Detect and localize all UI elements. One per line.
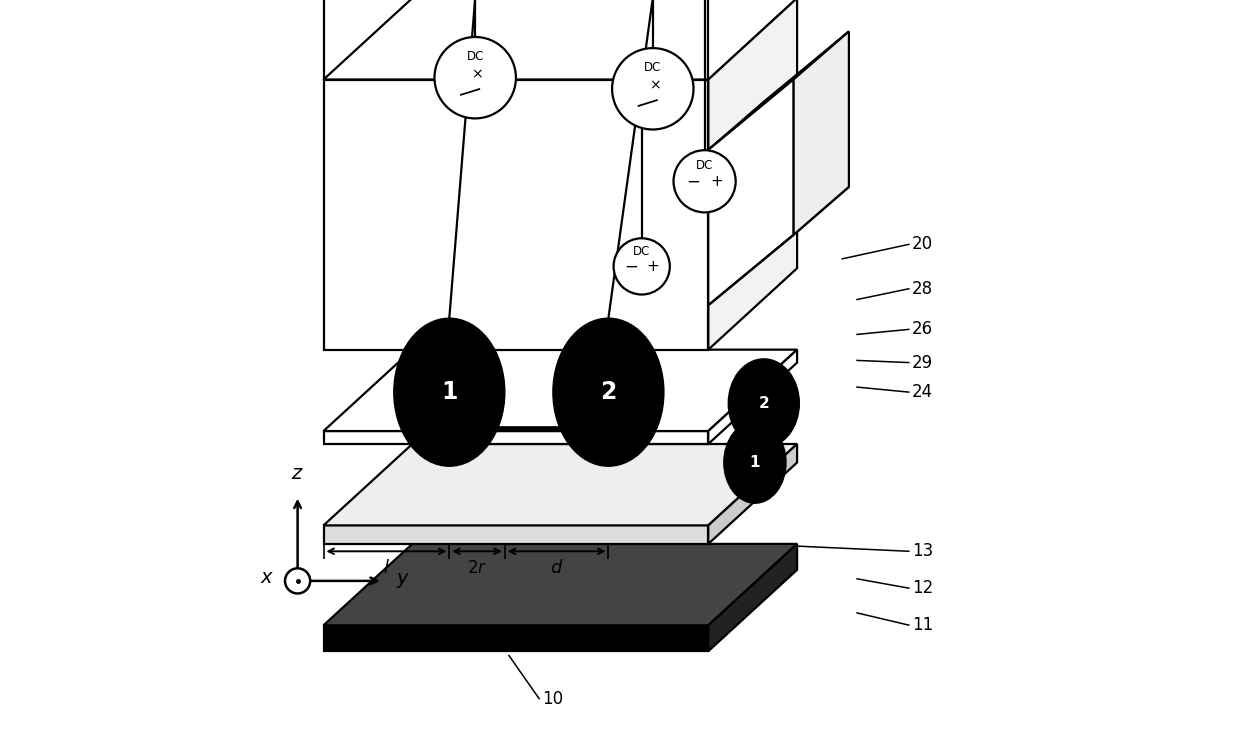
Polygon shape xyxy=(323,431,709,444)
Text: −: − xyxy=(624,258,638,275)
Circle shape xyxy=(285,568,310,593)
Text: DC: DC xyxy=(696,158,714,172)
Text: $z$: $z$ xyxy=(291,464,304,483)
Text: ×: × xyxy=(471,67,483,81)
Text: 20: 20 xyxy=(912,235,933,253)
Ellipse shape xyxy=(394,318,504,466)
Text: $y$: $y$ xyxy=(396,571,410,591)
Polygon shape xyxy=(709,444,797,544)
Text: 24: 24 xyxy=(912,383,933,401)
Text: DC: DC xyxy=(467,50,484,63)
Text: ×: × xyxy=(649,78,660,92)
Polygon shape xyxy=(709,31,849,149)
Circle shape xyxy=(435,37,515,118)
Polygon shape xyxy=(323,444,797,525)
Ellipse shape xyxy=(729,359,799,448)
Circle shape xyxy=(613,238,670,295)
Polygon shape xyxy=(709,544,797,651)
Text: 12: 12 xyxy=(912,579,933,597)
Polygon shape xyxy=(323,625,709,651)
Text: 1: 1 xyxy=(441,380,457,404)
Circle shape xyxy=(612,48,694,130)
Text: 2: 2 xyxy=(758,396,769,411)
Ellipse shape xyxy=(553,318,664,466)
Polygon shape xyxy=(709,349,797,444)
Text: 11: 11 xyxy=(912,616,933,634)
Text: 26: 26 xyxy=(912,320,933,338)
Text: −: − xyxy=(686,172,700,190)
Text: 29: 29 xyxy=(912,354,933,371)
Text: $l$: $l$ xyxy=(383,559,390,576)
Text: 13: 13 xyxy=(912,542,933,560)
Text: +: + xyxy=(710,174,722,189)
Polygon shape xyxy=(323,544,797,625)
Polygon shape xyxy=(461,425,642,431)
Text: 28: 28 xyxy=(912,280,933,297)
Polygon shape xyxy=(323,525,709,544)
Text: $2r$: $2r$ xyxy=(467,559,487,576)
Polygon shape xyxy=(709,0,797,349)
Polygon shape xyxy=(709,80,793,305)
Text: $d$: $d$ xyxy=(550,559,564,576)
Text: DC: DC xyxy=(633,245,650,258)
Polygon shape xyxy=(323,0,797,80)
Circle shape xyxy=(674,150,736,212)
Text: DC: DC xyxy=(644,61,662,74)
Text: 10: 10 xyxy=(541,690,563,708)
Polygon shape xyxy=(793,31,849,235)
Polygon shape xyxy=(323,349,797,431)
Text: $x$: $x$ xyxy=(260,568,274,588)
Ellipse shape xyxy=(724,422,786,503)
Text: +: + xyxy=(646,259,659,274)
Text: 2: 2 xyxy=(600,380,617,404)
Text: 1: 1 xyxy=(750,455,761,470)
Polygon shape xyxy=(323,80,709,349)
